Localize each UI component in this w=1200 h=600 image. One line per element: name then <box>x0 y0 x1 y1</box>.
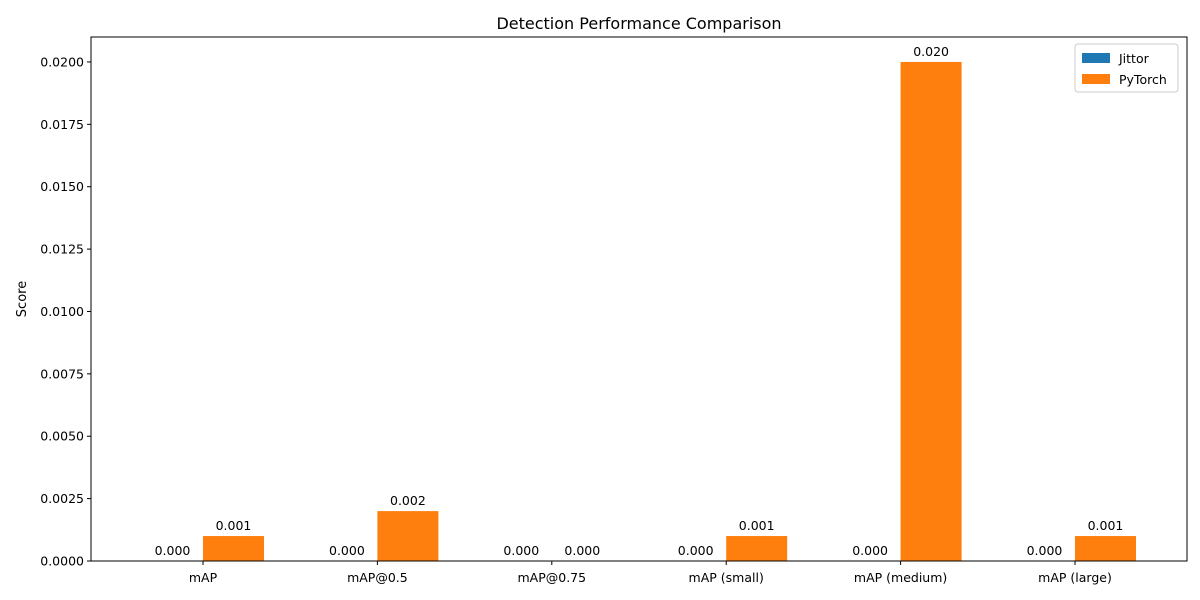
y-tick-label: 0.0150 <box>40 179 84 194</box>
y-tick-label: 0.0050 <box>40 429 84 444</box>
bar-pytorch <box>900 61 962 561</box>
bar-value-label: 0.000 <box>678 543 714 558</box>
x-tick-label: mAP <box>189 570 218 585</box>
bar-pytorch <box>203 536 264 561</box>
bar-labels: 0.000 0.000 0.000 0.000 0.000 0.000 0.001 0.002… <box>155 44 1124 558</box>
legend-label: Jittor <box>1118 51 1150 66</box>
y-tick-label: 0.0025 <box>40 491 84 506</box>
bar-value-label: 0.000 <box>503 543 539 558</box>
x-tick-label: mAP@0.75 <box>517 570 586 585</box>
bar-pytorch <box>377 511 439 561</box>
bar-value-label: 0.001 <box>1088 518 1124 533</box>
plot-frame <box>90 36 1188 562</box>
x-tick-label: mAP (large) <box>1038 570 1112 585</box>
y-tick-label: 0.0125 <box>40 242 84 257</box>
bar-pytorch <box>1075 536 1136 561</box>
y-tick-label: 0.0000 <box>40 554 84 569</box>
bar-value-label: 0.000 <box>852 543 888 558</box>
bar-value-label: 0.000 <box>564 543 600 558</box>
bar-value-label: 0.000 <box>329 543 365 558</box>
y-axis-ticks: 0.0000 0.0025 0.0050 0.0075 0.0100 0.0125 0.01… <box>40 54 91 569</box>
y-tick-label: 0.0075 <box>40 366 84 381</box>
bar-value-label: 0.002 <box>390 493 426 508</box>
y-tick-label: 0.0175 <box>40 117 84 132</box>
y-tick-label: 0.0200 <box>40 54 84 69</box>
bar-value-label: 0.000 <box>155 543 191 558</box>
chart-title: Detection Performance Comparison <box>496 14 781 33</box>
legend-label: PyTorch <box>1119 72 1167 87</box>
x-axis-ticks: mAP mAP@0.5 mAP@0.75 mAP (small) mAP (medium… <box>189 561 1112 585</box>
bar-value-label: 0.001 <box>216 518 252 533</box>
legend-swatch-pytorch <box>1082 74 1110 84</box>
legend-swatch-jittor <box>1082 53 1110 63</box>
x-tick-label: mAP (small) <box>689 570 764 585</box>
bars <box>203 61 1136 561</box>
bar-value-label: 0.020 <box>913 44 949 59</box>
x-tick-label: mAP@0.5 <box>347 570 408 585</box>
y-tick-label: 0.0100 <box>40 304 84 319</box>
bar-value-label: 0.001 <box>739 518 775 533</box>
y-axis-label: Score <box>15 281 30 317</box>
x-tick-label: mAP (medium) <box>854 570 947 585</box>
legend: Jittor PyTorch <box>1074 43 1179 93</box>
bar-value-label: 0.000 <box>1027 543 1063 558</box>
bar-pytorch <box>726 536 788 561</box>
